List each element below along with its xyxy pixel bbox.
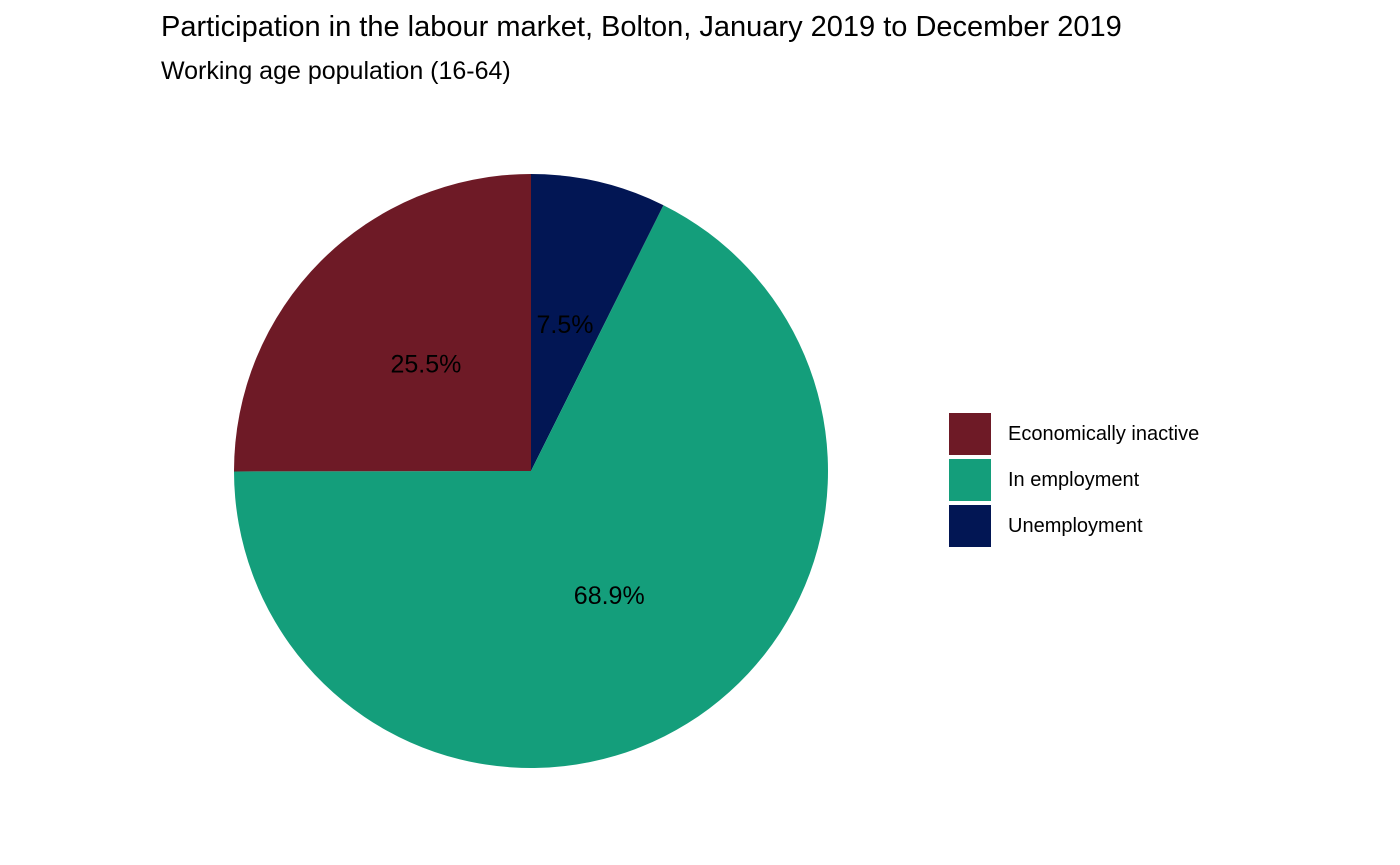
pie-labels: 7.5% 68.9% 25.5% (390, 311, 644, 610)
legend: Economically inactive In employment Unem… (949, 411, 1199, 549)
slice-label: 25.5% (390, 351, 461, 379)
chart-subtitle: Working age population (16-64) (161, 57, 511, 85)
legend-item-economically-inactive: Economically inactive (949, 411, 1199, 457)
legend-item-in-employment: In employment (949, 457, 1199, 503)
legend-label: Unemployment (1008, 515, 1143, 537)
pie-slices (234, 174, 828, 769)
pie-slice-economically-inactive (234, 174, 531, 472)
legend-swatch (949, 413, 991, 455)
legend-label: In employment (1008, 469, 1140, 491)
slice-label: 68.9% (574, 582, 645, 610)
slice-label: 7.5% (537, 311, 594, 339)
legend-label: Economically inactive (1008, 423, 1200, 445)
pie-slice-unemployment (531, 174, 664, 471)
legend-swatch (949, 505, 991, 547)
legend-swatch (949, 459, 991, 501)
legend-item-unemployment: Unemployment (949, 503, 1199, 549)
chart-title: Participation in the labour market, Bolt… (161, 11, 1122, 43)
pie-slice-in-employment (234, 205, 828, 769)
